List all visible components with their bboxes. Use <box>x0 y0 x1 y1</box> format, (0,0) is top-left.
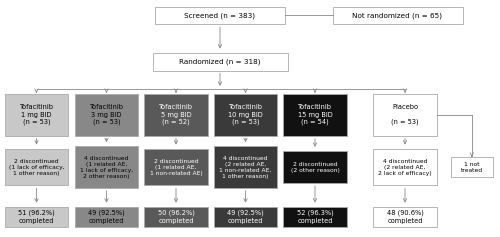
Text: 2 discontinued
(1 related AE,
1 non-related AE): 2 discontinued (1 related AE, 1 non-rela… <box>150 159 203 176</box>
Text: Randomized (n = 318): Randomized (n = 318) <box>179 58 261 65</box>
Text: Tofacitinib
1 mg BID
(n = 53): Tofacitinib 1 mg BID (n = 53) <box>20 105 54 125</box>
Bar <box>4 94 68 136</box>
Text: Tofacitinib
5 mg BID
(n = 52): Tofacitinib 5 mg BID (n = 52) <box>159 105 193 125</box>
Text: 52 (96.3%)
completed: 52 (96.3%) completed <box>296 210 334 224</box>
Text: Tofacitinib
10 mg BID
(n = 53): Tofacitinib 10 mg BID (n = 53) <box>228 105 263 125</box>
Bar <box>75 207 138 227</box>
Text: Not randomized (n = 65): Not randomized (n = 65) <box>352 12 442 19</box>
Text: Tofacitinib
3 mg BID
(n = 53): Tofacitinib 3 mg BID (n = 53) <box>90 105 124 125</box>
Text: 4 discontinued
(2 related AE,
2 lack of efficacy): 4 discontinued (2 related AE, 2 lack of … <box>378 159 432 176</box>
Text: 4 discontinued
(1 related AE,
1 lack of efficacy,
2 other reason): 4 discontinued (1 related AE, 1 lack of … <box>80 155 133 179</box>
Text: Placebo

(n = 53): Placebo (n = 53) <box>391 105 419 125</box>
Text: 2 discontinued
(2 other reason): 2 discontinued (2 other reason) <box>290 162 340 173</box>
Text: 51 (96.2%)
completed: 51 (96.2%) completed <box>18 210 55 224</box>
Text: 1 not
treated: 1 not treated <box>460 162 483 173</box>
Bar <box>332 7 462 24</box>
Bar <box>144 207 208 227</box>
Bar <box>155 7 285 24</box>
Bar <box>373 94 437 136</box>
Bar <box>373 149 437 186</box>
Text: 48 (90.6%)
completed: 48 (90.6%) completed <box>386 210 424 224</box>
Bar <box>4 207 68 227</box>
Bar <box>4 149 68 186</box>
Bar <box>144 94 208 136</box>
Bar <box>214 146 277 188</box>
Bar <box>450 157 493 177</box>
Bar <box>75 146 138 188</box>
Bar <box>283 94 347 136</box>
Bar <box>214 94 277 136</box>
Text: Tofacitinib
15 mg BID
(n = 54): Tofacitinib 15 mg BID (n = 54) <box>298 105 332 125</box>
Bar <box>283 151 347 183</box>
Bar <box>144 149 208 186</box>
Bar <box>283 207 347 227</box>
Bar <box>214 207 277 227</box>
Text: 50 (96.2%)
completed: 50 (96.2%) completed <box>158 210 194 224</box>
Text: 49 (92.5%)
completed: 49 (92.5%) completed <box>227 210 264 224</box>
Text: 49 (92.5%)
completed: 49 (92.5%) completed <box>88 210 125 224</box>
Text: 4 discontinued
(2 related AE,
1 non-related AE,
1 other reason): 4 discontinued (2 related AE, 1 non-rela… <box>220 155 272 179</box>
Bar <box>152 53 288 71</box>
Text: 2 discontinued
(1 lack of efficacy,
1 other reason): 2 discontinued (1 lack of efficacy, 1 ot… <box>9 159 64 176</box>
Bar <box>75 94 138 136</box>
Bar <box>373 207 437 227</box>
Text: Screened (n = 383): Screened (n = 383) <box>184 12 256 19</box>
